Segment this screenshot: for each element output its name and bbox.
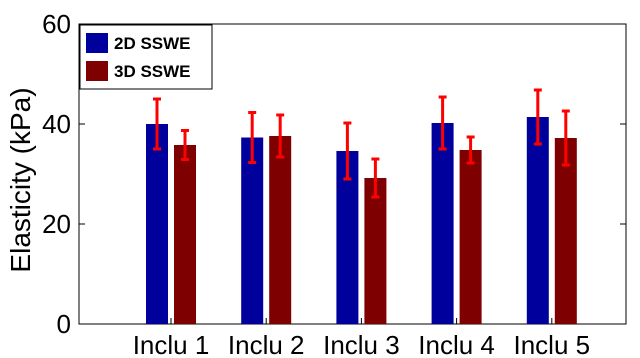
y-axis-label: Elasticity (kPa)	[5, 87, 36, 272]
x-tick-label: Inclu 4	[418, 330, 495, 358]
legend-label: 2D SSWE	[114, 34, 191, 53]
bar-series-1	[146, 124, 168, 324]
bar-series-1	[526, 117, 549, 324]
bar-series-2	[459, 150, 482, 324]
bar-series-1	[336, 151, 359, 324]
bars	[146, 117, 577, 324]
bar-series-2	[364, 178, 387, 324]
error-bars	[153, 88, 570, 199]
x-tick-label: Inclu 3	[323, 330, 400, 358]
bar-series-2	[174, 145, 196, 324]
legend-swatch	[86, 61, 108, 81]
legend: 2D SSWE 3D SSWE	[79, 24, 213, 90]
y-tick-label: 40	[42, 109, 71, 139]
legend-swatch	[86, 33, 108, 53]
bar-series-1	[431, 123, 454, 324]
y-tick-label: 20	[42, 209, 71, 239]
bar-series-1	[241, 137, 264, 324]
bar-series-2	[269, 136, 292, 324]
tick-labels: 0 20 40 60 Inclu 1 Inclu 2 Inclu 3 Inclu 4 Inclu…	[42, 9, 590, 358]
bar-series-2	[554, 138, 577, 324]
x-tick-label: Inclu 1	[133, 330, 210, 358]
x-tick-label: Inclu 2	[228, 330, 305, 358]
y-tick-label: 0	[57, 309, 71, 339]
x-tick-label: Inclu 5	[513, 330, 590, 358]
legend-label: 3D SSWE	[114, 62, 191, 81]
y-tick-label: 60	[42, 9, 71, 39]
